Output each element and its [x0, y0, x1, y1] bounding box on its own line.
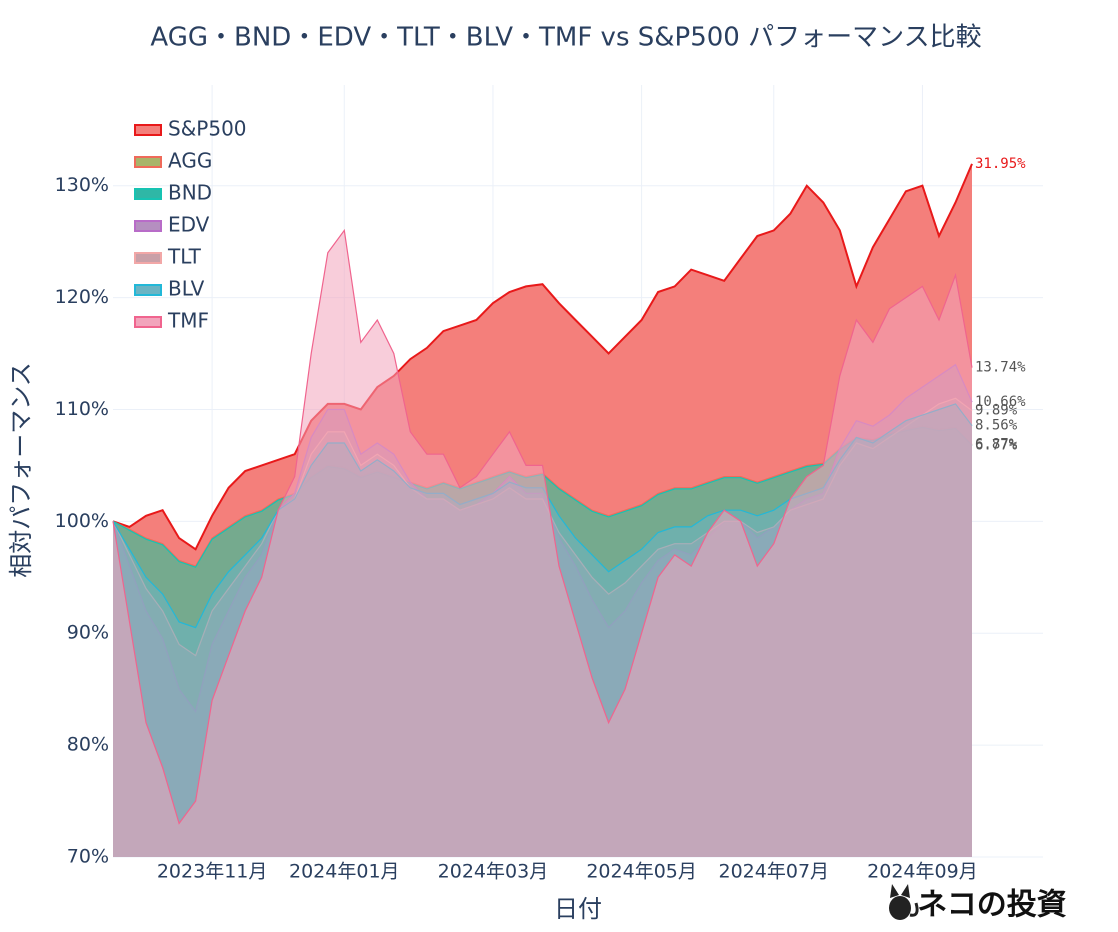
legend-swatch — [134, 156, 162, 168]
y-axis-title: 相対パフォーマンス — [7, 362, 35, 578]
y-tick-label: 130% — [55, 174, 109, 196]
legend-swatch — [134, 284, 162, 296]
x-tick-label: 2024年05月 — [586, 861, 697, 883]
y-tick-label: 120% — [55, 286, 109, 308]
legend-swatch — [134, 188, 162, 200]
end-label: 6.77% — [975, 438, 1018, 454]
x-tick-label: 2024年03月 — [438, 861, 549, 883]
legend-swatch — [134, 316, 162, 328]
y-tick-label: 110% — [55, 398, 109, 420]
end-label: 6.87% — [975, 436, 1018, 452]
watermark: ネコの投資 — [917, 888, 1066, 923]
chart-title: AGG・BND・EDV・TLT・BLV・TMF vs S&P500 パフォーマン… — [150, 23, 981, 53]
y-tick-label: 80% — [67, 734, 109, 756]
end-label: 13.74% — [975, 360, 1026, 376]
legend-label: TMF — [167, 309, 209, 333]
legend-label: BND — [168, 181, 212, 205]
watermark-icon — [889, 884, 919, 920]
legend-swatch — [134, 252, 162, 264]
x-tick-label: 2024年01月 — [289, 861, 400, 883]
end-label: 9.89% — [975, 403, 1018, 419]
end-label: 10.66% — [975, 394, 1026, 410]
legend-label: S&P500 — [168, 117, 247, 141]
legend-label: BLV — [168, 277, 205, 301]
y-tick-label: 70% — [67, 846, 109, 868]
y-tick-label: 100% — [55, 510, 109, 532]
legend-label: AGG — [168, 149, 212, 173]
y-tick-label: 90% — [67, 622, 109, 644]
x-tick-label: 2024年07月 — [719, 861, 830, 883]
legend-swatch — [134, 220, 162, 232]
x-axis-title: 日付 — [554, 895, 602, 923]
x-tick-label: 2024年09月 — [867, 861, 978, 883]
series-line — [112, 163, 973, 551]
series-area — [113, 230, 972, 857]
legend-swatch — [134, 124, 162, 136]
series-line — [112, 228, 973, 825]
end-label: 31.95% — [975, 156, 1026, 172]
legend-label: TLT — [167, 245, 202, 269]
x-tick-label: 2023年11月 — [157, 861, 268, 883]
end-label: 8.56% — [975, 418, 1018, 434]
legend-label: EDV — [168, 213, 210, 237]
